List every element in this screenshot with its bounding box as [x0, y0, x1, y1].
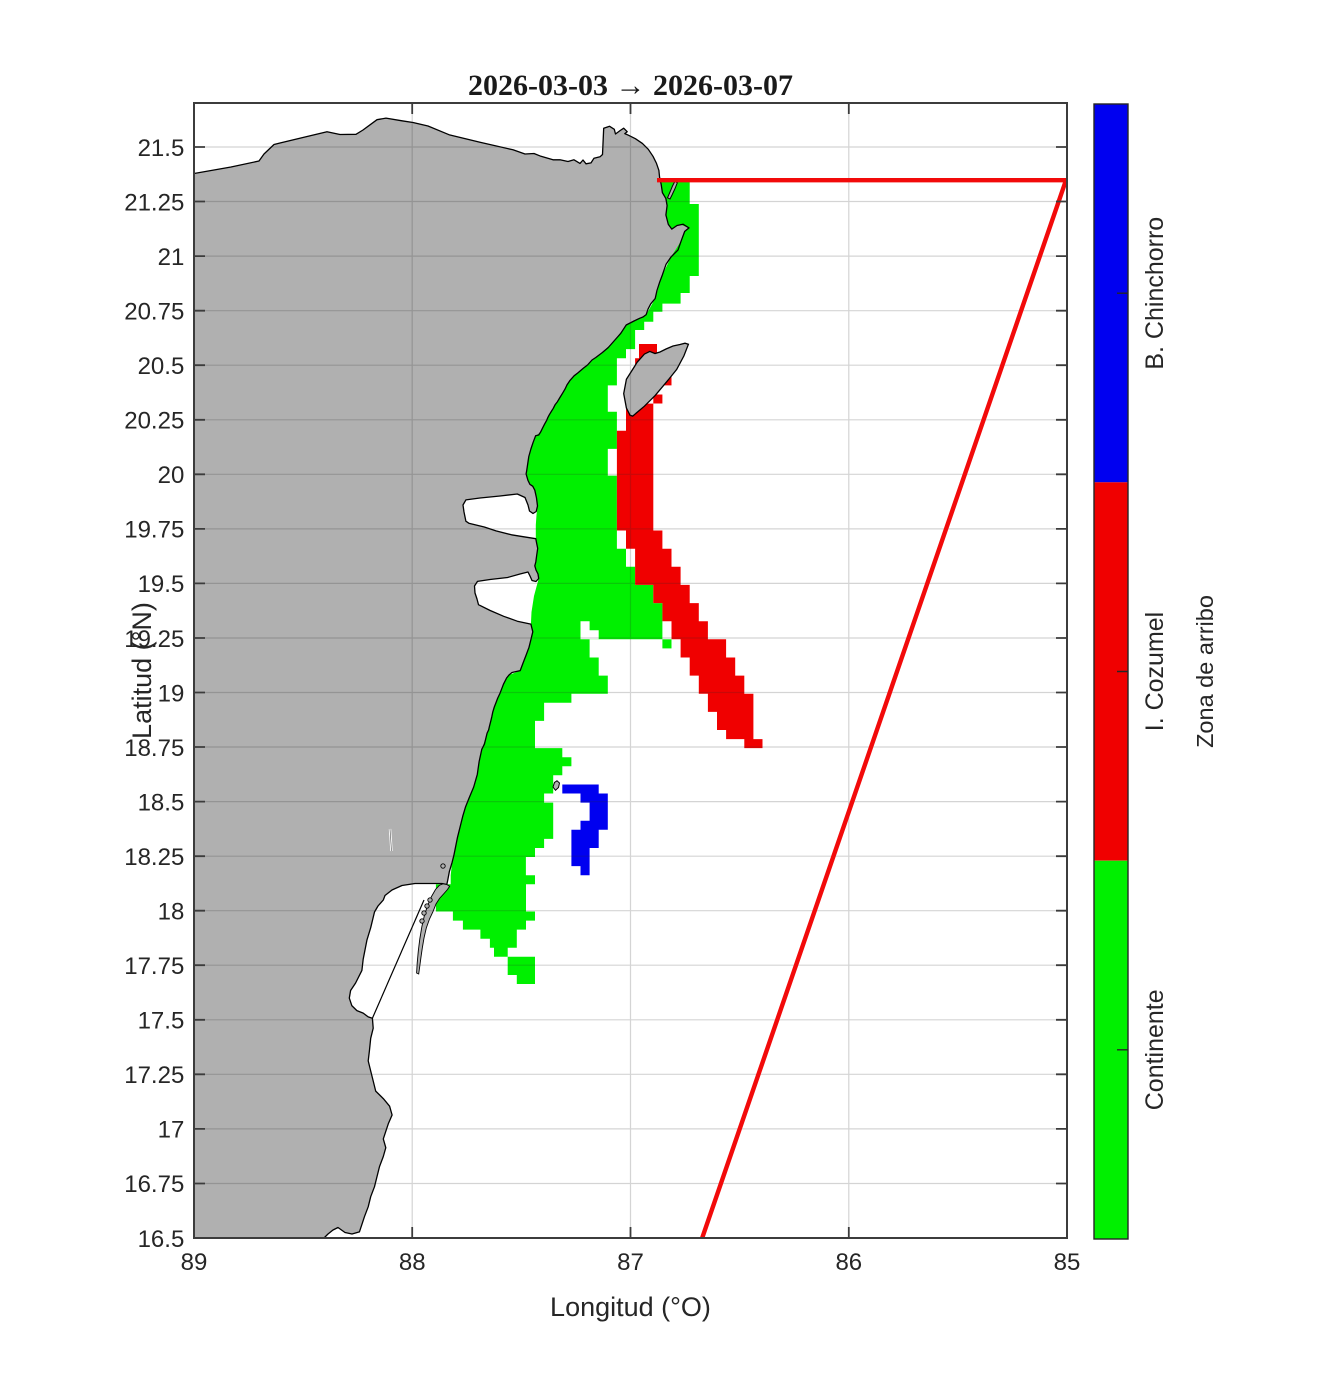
- svg-text:17.75: 17.75: [124, 953, 184, 980]
- svg-text:89: 89: [181, 1249, 208, 1276]
- svg-text:19: 19: [158, 680, 185, 707]
- svg-text:18.75: 18.75: [124, 735, 184, 762]
- svg-text:16.75: 16.75: [124, 1171, 184, 1198]
- svg-text:19.75: 19.75: [124, 517, 184, 544]
- svg-text:88: 88: [399, 1249, 426, 1276]
- svg-text:85: 85: [1054, 1249, 1081, 1276]
- svg-text:86: 86: [835, 1249, 862, 1276]
- svg-text:Longitud (°O): Longitud (°O): [550, 1292, 711, 1322]
- svg-text:87: 87: [617, 1249, 644, 1276]
- svg-text:17.5: 17.5: [138, 1008, 185, 1035]
- svg-text:20.25: 20.25: [124, 408, 184, 435]
- svg-text:B. Chinchorro: B. Chinchorro: [1141, 217, 1169, 370]
- svg-text:19.5: 19.5: [138, 571, 185, 598]
- svg-text:20.75: 20.75: [124, 299, 184, 326]
- svg-text:I. Cozumel: I. Cozumel: [1141, 612, 1169, 731]
- svg-text:Zona de arribo: Zona de arribo: [1192, 595, 1218, 748]
- svg-text:20.5: 20.5: [138, 353, 185, 380]
- svg-text:21: 21: [158, 244, 185, 271]
- svg-text:21.25: 21.25: [124, 189, 184, 216]
- svg-text:Latitud (°N): Latitud (°N): [127, 602, 157, 739]
- svg-text:18.25: 18.25: [124, 844, 184, 871]
- svg-text:2026-03-03 → 2026-03-07: 2026-03-03 → 2026-03-07: [468, 69, 793, 102]
- svg-text:18.5: 18.5: [138, 789, 185, 816]
- svg-text:16.5: 16.5: [138, 1226, 185, 1253]
- svg-text:21.5: 21.5: [138, 135, 185, 162]
- svg-text:Continente: Continente: [1141, 989, 1169, 1110]
- svg-text:19.25: 19.25: [124, 626, 184, 653]
- svg-text:20: 20: [158, 462, 185, 489]
- svg-text:18: 18: [158, 899, 185, 926]
- svg-text:17.25: 17.25: [124, 1062, 184, 1089]
- svg-text:17: 17: [158, 1117, 185, 1144]
